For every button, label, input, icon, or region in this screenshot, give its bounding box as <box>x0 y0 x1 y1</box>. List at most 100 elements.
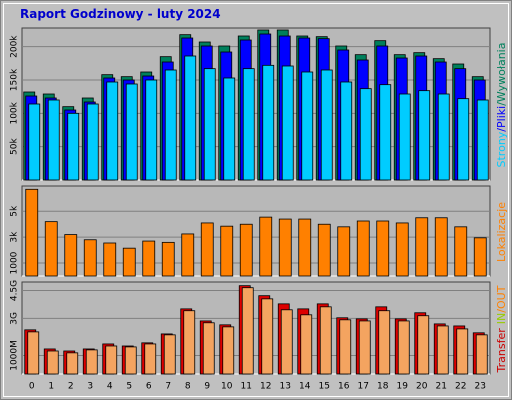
legend-entry: OUT <box>495 285 508 309</box>
bar <box>337 226 351 277</box>
bar <box>301 71 314 181</box>
legend: Lokalizacje <box>495 202 508 262</box>
bar <box>415 217 429 277</box>
bar <box>46 350 59 375</box>
bar <box>398 93 411 181</box>
chart-title: Raport Godzinowy - luty 2024 <box>20 7 221 21</box>
x-tick-label: 0 <box>29 382 35 392</box>
y-tick-label: 5k <box>10 205 20 217</box>
bar <box>163 334 176 375</box>
x-tick-label: 1 <box>48 382 54 392</box>
bar <box>454 226 468 277</box>
y-tick-label: 1000M <box>10 340 20 371</box>
x-tick-label: 23 <box>475 382 486 392</box>
legend-entry: Strony <box>495 131 508 167</box>
bar <box>145 79 158 181</box>
bar <box>164 69 177 181</box>
x-tick-label: 18 <box>377 382 389 392</box>
bar <box>66 352 79 375</box>
bar <box>64 234 78 277</box>
bar <box>457 98 470 181</box>
bar <box>259 216 273 277</box>
bar <box>278 218 292 277</box>
legend: Transfer IN/OUT <box>495 285 508 373</box>
x-tick-label: 8 <box>185 382 191 392</box>
bar <box>397 320 410 375</box>
bar <box>25 188 39 277</box>
bar <box>456 328 469 375</box>
legend-title: Transfer <box>495 328 508 374</box>
frame-inner <box>3 3 509 397</box>
bar <box>184 55 197 181</box>
bar <box>379 84 392 181</box>
plot-area <box>21 281 491 375</box>
bar <box>105 345 118 375</box>
bar <box>298 218 312 277</box>
bar <box>223 77 236 181</box>
x-tick-label: 16 <box>338 382 350 392</box>
bar <box>319 306 332 375</box>
x-tick-label: 20 <box>416 382 428 392</box>
bar <box>106 81 119 181</box>
bar <box>356 220 370 277</box>
x-tick-label: 2 <box>68 382 74 392</box>
legend: Strony/Pliki/Wywołania <box>495 43 508 168</box>
bar <box>317 223 331 277</box>
bar <box>339 319 352 375</box>
plot-area <box>21 185 491 277</box>
legend-entry: Wywołania <box>495 43 508 103</box>
bar <box>436 325 449 375</box>
y-tick-label: 100k <box>10 101 20 124</box>
legend-entry: Lokalizacje <box>495 202 508 262</box>
bar <box>473 237 487 277</box>
bar <box>281 65 294 181</box>
x-tick-label: 4 <box>107 382 113 392</box>
x-tick-label: 17 <box>358 382 369 392</box>
legend-separator: / <box>495 128 508 132</box>
y-tick-label: 1000 <box>10 251 20 274</box>
bar <box>418 90 431 181</box>
bar <box>85 349 98 375</box>
legend-separator: / <box>495 309 508 313</box>
bar <box>144 343 157 375</box>
x-tick-label: 11 <box>241 382 252 392</box>
bar <box>125 83 138 181</box>
x-tick-label: 6 <box>146 382 152 392</box>
bar <box>376 220 390 277</box>
bar <box>122 247 136 277</box>
bar <box>27 331 40 375</box>
bar <box>142 240 156 277</box>
y-tick-label: 150k <box>10 68 20 91</box>
bar <box>262 64 275 181</box>
bar <box>124 346 137 375</box>
bar <box>220 225 234 277</box>
x-tick-label: 19 <box>397 382 409 392</box>
legend-entry: IN <box>495 313 508 324</box>
bar <box>320 69 333 181</box>
bar <box>181 233 195 277</box>
bar <box>239 223 253 277</box>
x-tick-label: 21 <box>436 382 447 392</box>
bar <box>359 88 372 181</box>
bar <box>358 320 371 375</box>
x-tick-label: 10 <box>221 382 233 392</box>
y-tick-label: 4.5G <box>10 280 20 301</box>
bar <box>378 310 391 375</box>
bar <box>340 81 353 181</box>
legend-entry: Pliki <box>495 106 508 128</box>
y-tick-label: 3G <box>10 312 20 325</box>
bar <box>28 103 41 181</box>
bar <box>241 287 254 375</box>
x-tick-label: 3 <box>87 382 93 392</box>
y-tick-label: 200k <box>10 35 20 58</box>
bar <box>242 68 255 181</box>
bar <box>437 93 450 181</box>
x-tick-label: 14 <box>299 382 311 392</box>
bar <box>67 112 80 181</box>
x-tick-label: 12 <box>260 382 271 392</box>
x-tick-label: 7 <box>165 382 171 392</box>
legend-separator: / <box>495 102 508 106</box>
bar <box>280 309 293 375</box>
y-tick-label: 50k <box>10 138 20 155</box>
